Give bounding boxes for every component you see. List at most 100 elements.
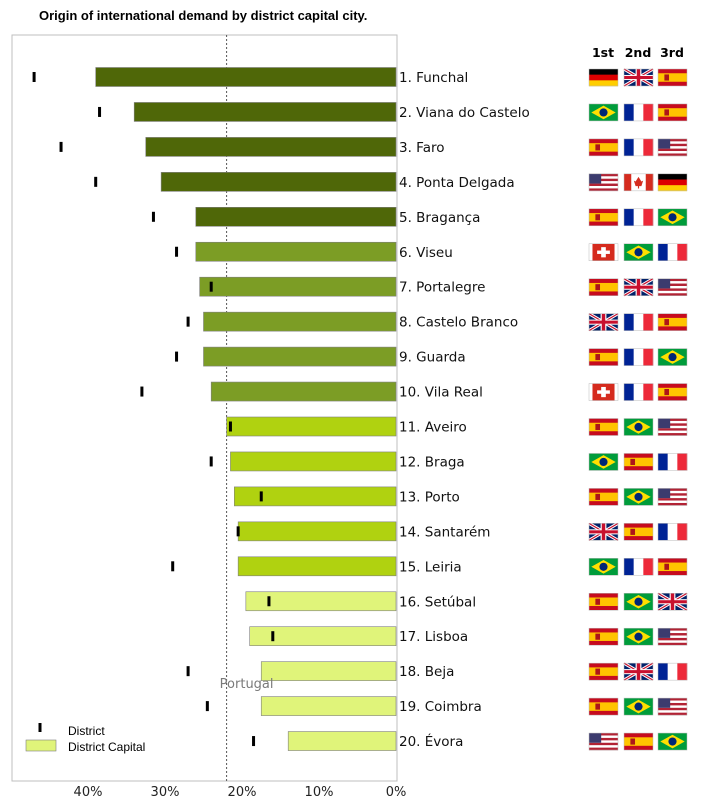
x-tick-label: 20% bbox=[228, 785, 257, 800]
category-label: 8. Castelo Branco bbox=[399, 315, 518, 331]
flag-spain-icon bbox=[623, 453, 654, 471]
marker-district bbox=[228, 421, 232, 432]
bar-district-capital bbox=[287, 731, 397, 751]
bar-district-capital bbox=[210, 381, 397, 402]
marker-district bbox=[267, 596, 271, 607]
flag-france-icon bbox=[623, 138, 654, 157]
flag-canada-icon bbox=[623, 173, 654, 192]
category-label: 4. Ponta Delgada bbox=[399, 175, 515, 191]
flag-spain-icon bbox=[657, 383, 688, 401]
legend-swatch-district-capital bbox=[25, 739, 57, 752]
flag-uk-icon bbox=[588, 312, 619, 333]
category-label: 2. Viana do Castelo bbox=[399, 105, 530, 121]
marker-district bbox=[59, 141, 63, 152]
category-label: 12. Braga bbox=[399, 454, 465, 470]
flag-brazil-icon bbox=[623, 697, 654, 716]
bar-district-capital bbox=[260, 696, 397, 716]
flag-usa-icon bbox=[588, 732, 619, 751]
marker-district bbox=[175, 246, 179, 257]
rank-header: 1st bbox=[592, 45, 614, 60]
marker-district bbox=[98, 106, 102, 117]
x-tick-label: 0% bbox=[386, 785, 407, 800]
flag-uk-icon bbox=[657, 591, 688, 612]
flag-brazil-icon bbox=[623, 593, 654, 611]
flag-spain-icon bbox=[588, 138, 619, 157]
flag-france-icon bbox=[623, 208, 654, 227]
flag-switzerland-icon bbox=[588, 383, 619, 401]
category-label: 16. Setúbal bbox=[399, 594, 476, 610]
bar-district-capital bbox=[195, 207, 397, 227]
flag-spain-icon bbox=[588, 208, 619, 227]
flag-uk-icon bbox=[623, 661, 654, 682]
flag-spain-icon bbox=[588, 488, 619, 506]
flag-brazil-icon bbox=[588, 453, 619, 471]
bar-district-capital bbox=[237, 556, 397, 577]
flag-spain-icon bbox=[588, 418, 619, 436]
flag-france-icon bbox=[657, 453, 688, 471]
flag-usa-icon bbox=[588, 173, 619, 192]
marker-district bbox=[186, 316, 190, 327]
flag-usa-icon bbox=[657, 138, 688, 157]
flag-spain-icon bbox=[657, 558, 688, 576]
bar-district-capital bbox=[260, 661, 397, 681]
marker-district bbox=[186, 666, 190, 677]
marker-district bbox=[252, 736, 256, 747]
category-label: 20. Évora bbox=[399, 733, 463, 750]
legend-label: District Capital bbox=[68, 740, 145, 754]
category-label: 5. Bragança bbox=[399, 210, 480, 226]
marker-district bbox=[209, 456, 213, 467]
marker-district bbox=[209, 281, 213, 292]
flag-brazil-icon bbox=[657, 732, 688, 751]
bar-district-capital bbox=[234, 486, 397, 507]
category-label: 17. Lisboa bbox=[399, 629, 468, 645]
marker-district bbox=[236, 526, 240, 537]
flag-spain-icon bbox=[657, 103, 688, 122]
marker-district bbox=[171, 561, 175, 572]
flag-spain-icon bbox=[657, 313, 688, 331]
flag-spain-icon bbox=[588, 627, 619, 646]
x-tick-label: 10% bbox=[305, 785, 334, 800]
marker-district bbox=[205, 701, 209, 712]
rank-header: 2nd bbox=[625, 45, 652, 60]
category-label: 3. Faro bbox=[399, 140, 444, 156]
flag-brazil-icon bbox=[623, 243, 654, 261]
marker-district bbox=[271, 631, 275, 642]
flag-brazil-icon bbox=[623, 627, 654, 646]
flag-usa-icon bbox=[657, 488, 688, 506]
category-label: 1. Funchal bbox=[399, 70, 468, 86]
chart-title: Origin of international demand by distri… bbox=[39, 8, 368, 23]
flag-brazil-icon bbox=[623, 418, 654, 436]
flag-france-icon bbox=[623, 313, 654, 331]
flag-france-icon bbox=[657, 523, 688, 541]
bar-district-capital bbox=[237, 521, 397, 542]
bar-district-capital bbox=[195, 241, 397, 262]
flag-usa-icon bbox=[657, 418, 688, 436]
flag-usa-icon bbox=[657, 627, 688, 646]
flag-uk-icon bbox=[588, 521, 619, 542]
marker-district bbox=[140, 386, 144, 397]
bar-district-capital bbox=[226, 416, 397, 437]
flag-usa-icon bbox=[657, 278, 688, 296]
flag-uk-icon bbox=[623, 67, 654, 88]
bar-district-capital bbox=[230, 451, 397, 472]
plot-frame bbox=[11, 34, 398, 782]
bar-district-capital bbox=[133, 102, 397, 122]
flag-france-icon bbox=[657, 243, 688, 261]
category-label: 19. Coimbra bbox=[399, 699, 482, 715]
rank-header: 3rd bbox=[660, 45, 684, 60]
bar-district-capital bbox=[145, 137, 397, 157]
category-label: 14. Santarém bbox=[399, 524, 490, 540]
bar-district-capital bbox=[245, 591, 397, 612]
category-label: 11. Aveiro bbox=[399, 420, 467, 436]
flag-germany-icon bbox=[657, 173, 688, 192]
flag-france-icon bbox=[623, 558, 654, 576]
flag-uk-icon bbox=[623, 277, 654, 298]
bar-district-capital bbox=[160, 172, 397, 192]
bar-district-capital bbox=[249, 626, 397, 647]
flag-brazil-icon bbox=[588, 103, 619, 122]
reference-label: Portugal bbox=[220, 677, 274, 692]
flag-spain-icon bbox=[588, 662, 619, 681]
flag-spain-icon bbox=[588, 697, 619, 716]
flag-france-icon bbox=[623, 348, 654, 366]
